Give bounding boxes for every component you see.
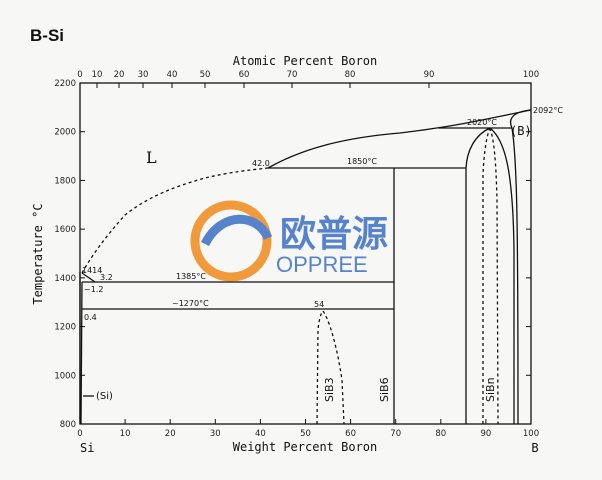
top-tick-label: 50 [200, 70, 211, 80]
temp-1270-label: ~1270°C [172, 299, 209, 308]
temp-1850-label: 1850°C [347, 157, 377, 166]
comp-1-2-label: ~1.2 [84, 285, 103, 294]
top-tick-label: 70 [287, 70, 298, 80]
bottom-axis-ticks: 0 10 20 30 40 50 60 70 80 90 100 [77, 419, 539, 439]
sibn-dashed-left [482, 127, 491, 424]
left-tick-label: 1200 [54, 323, 76, 333]
bottom-tick-label: 60 [345, 429, 356, 439]
top-axis-ticks: 0 10 20 30 40 50 60 70 80 90 100 [77, 70, 539, 88]
sibn-right-boundary [489, 127, 515, 424]
left-tick-label: 1400 [54, 274, 76, 284]
top-axis-label: Atomic Percent Boron [233, 54, 378, 68]
diagram-title: B-Si [30, 26, 64, 45]
temp-1414-label: 1414 [82, 266, 102, 275]
bottom-tick-label: 80 [435, 429, 446, 439]
left-tick-label: 1000 [54, 371, 76, 381]
watermark-cn-text: 欧普源 [280, 214, 388, 255]
oppree-watermark: 欧普源 OPPREE [190, 200, 388, 282]
temp-2020-label: 2020°C [467, 118, 497, 127]
temp-2092-label: 2092°C [533, 106, 563, 115]
bottom-tick-label: 0 [77, 429, 82, 439]
bottom-tick-label: 30 [210, 429, 221, 439]
watermark-logo-ring [190, 200, 272, 282]
top-tick-label: 40 [167, 70, 178, 80]
sib6-label: SiB6 [378, 377, 391, 402]
comp-42-label: 42.0 [252, 159, 270, 168]
top-tick-label: 30 [138, 70, 149, 80]
boron-solvus-line [511, 127, 519, 425]
bottom-tick-label: 20 [165, 429, 176, 439]
sibn-dashed-right [489, 127, 499, 425]
sib3-dome [316, 310, 345, 425]
sibn-label: SiBn [484, 377, 497, 402]
left-axis-label: Temperature °C [31, 203, 45, 304]
bottom-tick-label: 100 [523, 429, 539, 439]
si-eutectic-connector [81, 272, 96, 283]
si-solvus-line [80, 281, 83, 425]
top-tick-label: 20 [114, 70, 125, 80]
bottom-tick-label: 40 [255, 429, 266, 439]
boron-phase-label: (B) [510, 124, 532, 138]
comp-3-2-label: 3.2 [100, 273, 113, 282]
top-tick-label: 100 [523, 70, 539, 80]
bottom-tick-label: 10 [120, 429, 131, 439]
bottom-axis-label: Weight Percent Boron [233, 440, 378, 454]
top-tick-label: 60 [239, 70, 250, 80]
left-tick-label: 2000 [54, 128, 76, 138]
left-tick-label: 1800 [54, 176, 76, 186]
watermark-en-text: OPPREE [276, 252, 368, 277]
silicon-phase-label: (Si) [96, 391, 113, 402]
sib3-label: SiB3 [323, 377, 336, 402]
top-tick-label: 0 [77, 70, 82, 80]
right-element-label: B [531, 441, 538, 455]
top-tick-label: 80 [345, 70, 356, 80]
watermark-logo-swoosh [200, 214, 273, 247]
left-axis-ticks: 800 1000 1200 1400 1600 1800 2000 2200 [54, 79, 531, 430]
top-tick-label: 10 [92, 70, 103, 80]
left-element-label: Si [80, 441, 94, 455]
sibn-left-boundary [465, 127, 491, 424]
comp-54-label: 54 [314, 300, 324, 309]
left-tick-label: 2200 [54, 79, 76, 89]
bottom-tick-label: 90 [480, 429, 491, 439]
temp-1385-label: 1385°C [176, 272, 206, 281]
bottom-tick-label: 70 [390, 429, 401, 439]
top-tick-label: 90 [424, 70, 435, 80]
liquid-label: L [146, 148, 157, 167]
left-tick-label: 800 [60, 420, 76, 430]
boron-solvus-curve [509, 109, 532, 129]
comp-0-4-label: 0.4 [84, 313, 97, 322]
bottom-tick-label: 50 [300, 429, 311, 439]
liquidus-solid-curve [267, 109, 532, 169]
liquidus-dashed-curve [81, 167, 269, 274]
left-tick-label: 1600 [54, 225, 76, 235]
